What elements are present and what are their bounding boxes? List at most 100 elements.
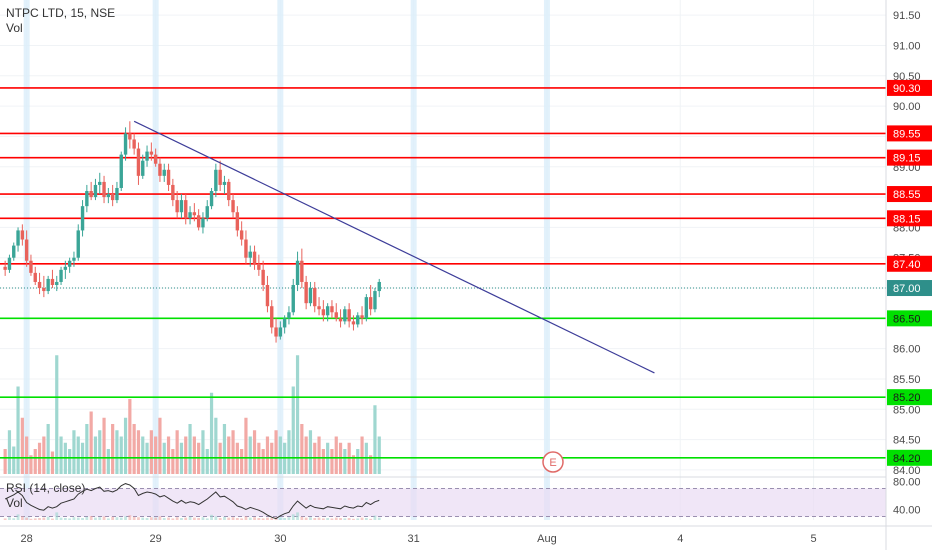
candle-body [119, 154, 123, 188]
candle-body [93, 184, 98, 198]
volume-bar [7, 430, 12, 474]
price-tag-text: 84.20 [893, 453, 921, 465]
volume-bar [227, 436, 231, 474]
volume-bar [304, 436, 308, 474]
candle-body [317, 306, 321, 310]
volume-bar [16, 386, 20, 474]
volume-bar [20, 417, 24, 474]
rsi-volume-bar [16, 514, 20, 520]
volume-bar [343, 449, 347, 474]
rsi-volume-bar [334, 517, 338, 520]
rsi-volume-bar [111, 516, 115, 520]
candle-body [12, 245, 16, 258]
price-tick-label: 91.00 [893, 40, 921, 52]
support-price-tag: 86.50 [887, 310, 932, 327]
candle-body [265, 284, 270, 307]
volume-bar [33, 449, 37, 474]
rsi-volume-bar [59, 517, 63, 520]
rsi-volume-bar [29, 518, 33, 520]
rsi-volume-bar [46, 516, 50, 520]
volume-bar [106, 449, 110, 474]
volume-bar [89, 411, 93, 474]
candle-body [29, 260, 33, 273]
rsi-volume-bar [72, 517, 76, 520]
rsi-volume-bar [124, 516, 127, 520]
rsi-volume-bar [158, 516, 162, 520]
candle-body [55, 281, 59, 285]
rsi-volume-bar [145, 518, 149, 520]
volume-bar [102, 417, 106, 474]
time-tick-label: 4 [677, 533, 683, 545]
candle-body [110, 194, 115, 201]
rsi-volume-bar [352, 518, 355, 520]
resistance-price-tag: 87.40 [887, 255, 932, 272]
price-tick-label: 85.50 [893, 374, 921, 386]
volume-bar [50, 451, 55, 474]
price-tag-text: 88.15 [893, 213, 921, 225]
rsi-volume-bar [94, 517, 97, 520]
candle-body [201, 218, 205, 228]
candle-body [343, 309, 347, 322]
candle-body [377, 281, 381, 292]
candle-body [321, 309, 326, 316]
volume-bar [321, 449, 325, 474]
rsi-volume-bar [115, 517, 119, 520]
candle-body [248, 251, 252, 258]
rsi-volume-bar [188, 516, 192, 520]
rsi-volume-bar [149, 517, 153, 520]
candle-body [166, 169, 171, 185]
price-tag-text: 88.55 [893, 189, 921, 201]
volume-bar [184, 436, 188, 474]
volume-bar [72, 430, 76, 474]
candle-body [244, 239, 248, 258]
rsi-volume-bar [218, 518, 222, 520]
rsi-volume-bar [291, 514, 295, 520]
trendline[interactable] [133, 120, 655, 374]
rsi-volume-bar [55, 512, 59, 520]
candle-body [33, 272, 37, 282]
price-tag-box [887, 210, 932, 227]
candle-body [50, 278, 55, 285]
price-tag-text: 90.30 [893, 83, 921, 95]
volume-bar [240, 449, 244, 474]
rsi-tick-label: 40.00 [893, 505, 921, 517]
event-marker-circle [542, 451, 564, 473]
resistance-price-tag: 90.30 [887, 79, 932, 96]
rsi-volume-bar [287, 517, 291, 520]
rsi-volume-bar [266, 517, 269, 520]
candle-body [76, 230, 80, 258]
rsi-volume-bar [42, 517, 46, 520]
candle-body [214, 169, 218, 192]
rsi-volume-label: Vol [6, 496, 23, 510]
rsi-volume-bar [257, 518, 261, 520]
candle-body [291, 284, 295, 313]
volume-bar [205, 449, 209, 474]
rsi-volume-bar [128, 515, 132, 520]
candle-body [295, 260, 300, 285]
resistance-price-tag: 89.55 [887, 125, 932, 142]
candle-body [231, 200, 235, 213]
rsi-volume-bar [89, 516, 93, 520]
rsi-volume-bar [180, 518, 183, 520]
rsi-volume-bar [313, 518, 317, 520]
volume-bar [115, 430, 119, 474]
rsi-volume-bar [369, 518, 373, 520]
rsi-volume-bar [98, 517, 102, 520]
volume-bar [136, 430, 141, 474]
volume-bar [377, 436, 381, 474]
volume-bar [209, 392, 214, 474]
rsi-volume-bar [33, 518, 37, 520]
event-marker[interactable]: E [542, 451, 564, 473]
rsi-volume-bar [270, 518, 274, 520]
volume-bar [356, 449, 360, 474]
volume-bar [295, 355, 300, 474]
price-tag-box [887, 255, 932, 272]
rsi-volume-bar [141, 517, 145, 520]
rsi-volume-bar [300, 516, 304, 520]
rsi-volume-bar [253, 517, 256, 520]
rsi-volume-bar [317, 517, 321, 520]
candle-body [261, 269, 265, 285]
volume-bar [231, 430, 235, 474]
candle-body [162, 169, 166, 176]
